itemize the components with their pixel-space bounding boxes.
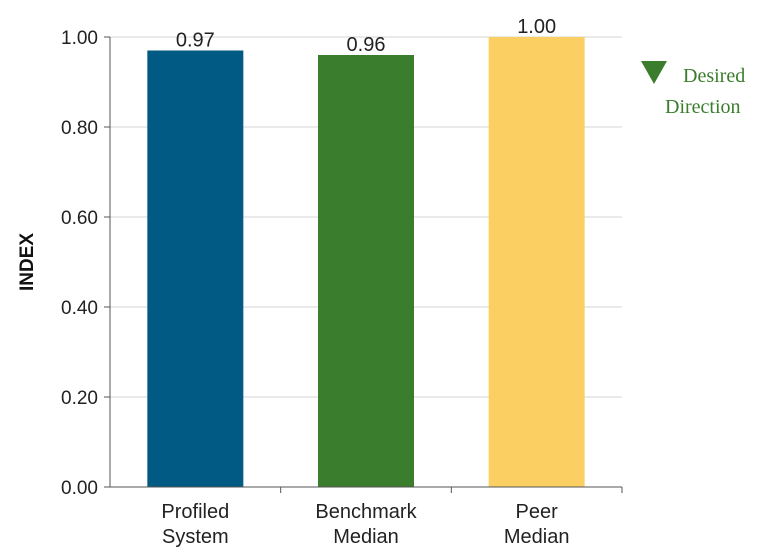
x-tick-label: Profiled	[161, 501, 229, 523]
legend: Desired Direction	[641, 61, 745, 118]
labels: 0.97 Profiled System 0.96 Benchmark Median 1.0…	[161, 16, 569, 548]
y-tick-label: 0.40	[61, 298, 98, 319]
x-tick-label: Peer	[516, 501, 559, 523]
y-axis-title: INDEX	[17, 233, 38, 291]
down-triangle-icon	[641, 61, 667, 84]
axes: 0.00 0.20 0.40 0.60 0.80 1.00	[61, 28, 623, 499]
y-tick-label: 0.00	[61, 478, 98, 499]
x-tick-label: System	[162, 526, 229, 548]
y-tick-label: 1.00	[61, 28, 98, 49]
y-tick-label: 0.60	[61, 208, 98, 229]
x-tick-label: Median	[504, 526, 570, 548]
data-label: 0.97	[176, 30, 215, 52]
data-label: 0.96	[347, 34, 386, 56]
x-tick-label: Benchmark	[315, 501, 417, 523]
bar	[488, 37, 585, 487]
y-tick-label: 0.20	[61, 388, 98, 409]
y-tick-label: 0.80	[61, 118, 98, 139]
bars	[147, 37, 585, 487]
legend-label: Direction	[665, 96, 741, 118]
bar	[318, 55, 414, 487]
x-tick-label: Median	[333, 526, 399, 548]
legend-label: Desired	[683, 65, 745, 87]
bar	[147, 50, 244, 487]
data-label: 1.00	[517, 16, 556, 38]
